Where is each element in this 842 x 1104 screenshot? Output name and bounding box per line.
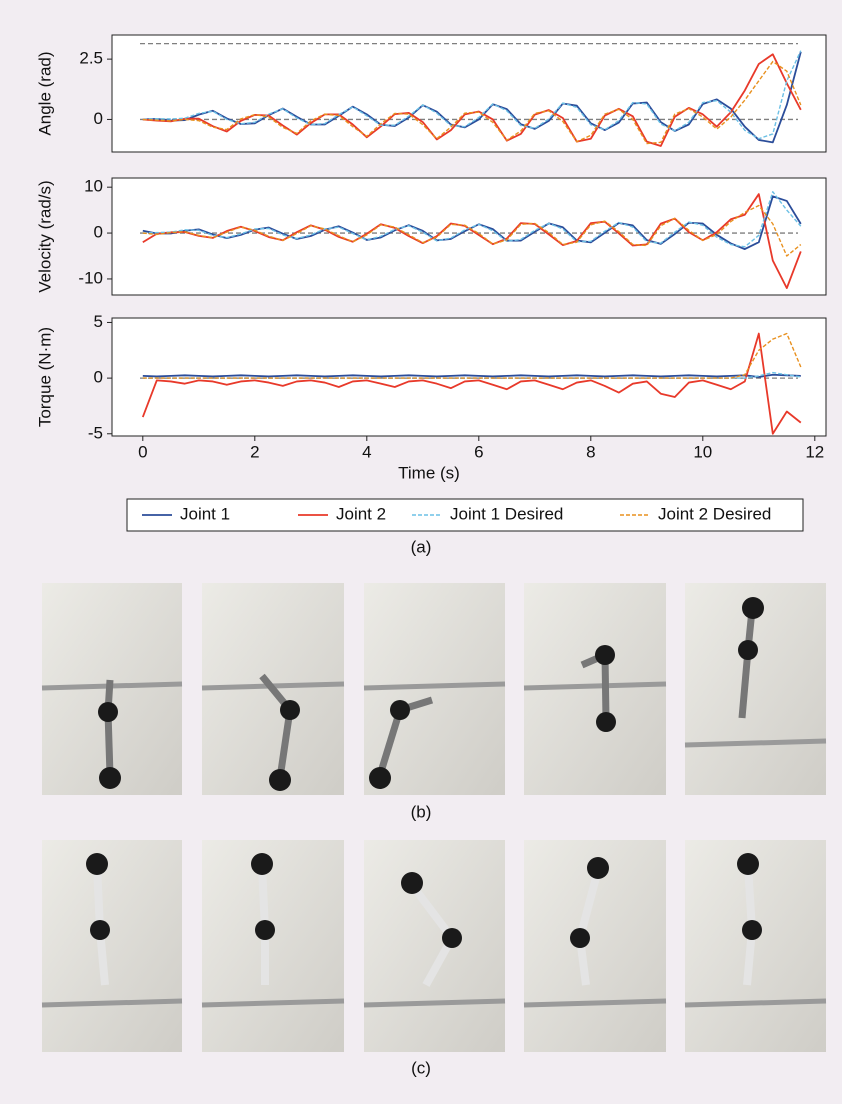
caption: (c) bbox=[411, 1058, 431, 1077]
y-tick-label: -5 bbox=[88, 423, 103, 442]
photo bbox=[42, 840, 182, 1052]
figure: 0 2.5 Angle (rad) -10 0 10 Velocity (rad/s) -5 0… bbox=[0, 0, 842, 1104]
y-tick-label: 5 bbox=[94, 312, 103, 331]
y-axis-label: Torque (N·m) bbox=[35, 327, 54, 427]
y-tick-label: 0 bbox=[94, 368, 103, 387]
x-tick-label: 4 bbox=[362, 442, 371, 461]
x-tick-label: 10 bbox=[693, 442, 712, 461]
legend-label: Joint 2 bbox=[336, 504, 386, 523]
x-tick-label: 6 bbox=[474, 442, 483, 461]
charts: 0 2.5 Angle (rad) -10 0 10 Velocity (rad/s) -5 0… bbox=[35, 35, 826, 482]
caption: (b) bbox=[411, 802, 432, 821]
legend-label: Joint 1 Desired bbox=[450, 504, 563, 523]
y-tick-label: 10 bbox=[84, 177, 103, 196]
chart-panel: -10 0 10 Velocity (rad/s) bbox=[35, 177, 826, 295]
y-tick-label: 0 bbox=[94, 109, 103, 128]
y-tick-label: 2.5 bbox=[79, 49, 103, 68]
legend-label: Joint 1 bbox=[180, 504, 230, 523]
chart-panel: 0 2.5 Angle (rad) bbox=[35, 35, 826, 152]
x-tick-label: 12 bbox=[805, 442, 824, 461]
plot-area bbox=[112, 35, 826, 152]
y-axis-label: Velocity (rad/s) bbox=[35, 180, 54, 292]
y-tick-label: 0 bbox=[94, 223, 103, 242]
chart-panel: -5 0 5 0 2 4 6 8 10 12 Torque (N·m) Time (s) bbox=[35, 312, 826, 483]
photo-row-b bbox=[42, 583, 826, 795]
x-tick-label: 8 bbox=[586, 442, 595, 461]
x-tick-label: 2 bbox=[250, 442, 259, 461]
photo bbox=[202, 840, 344, 1052]
y-tick-label: -10 bbox=[78, 268, 103, 287]
photo-row-c bbox=[42, 840, 826, 1052]
legend-label: Joint 2 Desired bbox=[658, 504, 771, 523]
x-axis-label: Time (s) bbox=[398, 463, 460, 482]
y-axis-label: Angle (rad) bbox=[35, 51, 54, 135]
caption: (a) bbox=[411, 537, 432, 556]
x-tick-label: 0 bbox=[138, 442, 147, 461]
photo bbox=[364, 840, 505, 1052]
